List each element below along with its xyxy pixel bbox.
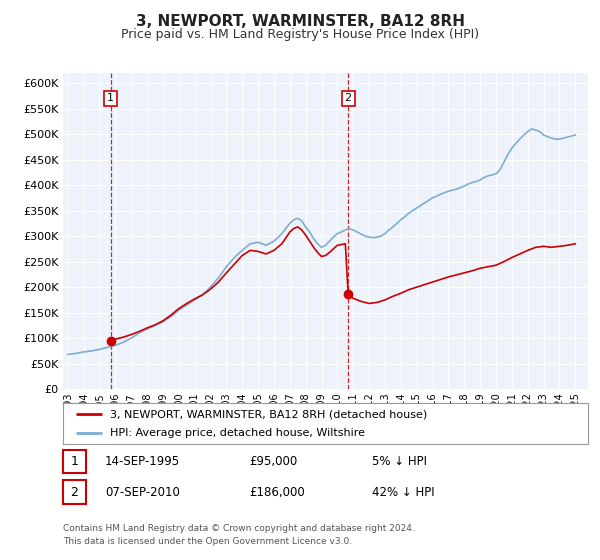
Text: 3, NEWPORT, WARMINSTER, BA12 8RH (detached house): 3, NEWPORT, WARMINSTER, BA12 8RH (detach… (110, 409, 427, 419)
Text: £95,000: £95,000 (249, 455, 297, 468)
Text: 3, NEWPORT, WARMINSTER, BA12 8RH: 3, NEWPORT, WARMINSTER, BA12 8RH (136, 14, 464, 29)
Text: Price paid vs. HM Land Registry's House Price Index (HPI): Price paid vs. HM Land Registry's House … (121, 28, 479, 41)
Text: HPI: Average price, detached house, Wiltshire: HPI: Average price, detached house, Wilt… (110, 428, 365, 438)
Text: £186,000: £186,000 (249, 486, 305, 499)
Text: 5% ↓ HPI: 5% ↓ HPI (372, 455, 427, 468)
Text: This data is licensed under the Open Government Licence v3.0.: This data is licensed under the Open Gov… (63, 537, 352, 546)
Text: 07-SEP-2010: 07-SEP-2010 (105, 486, 180, 499)
Text: 1: 1 (107, 94, 114, 103)
Text: 2: 2 (70, 486, 79, 499)
Text: 14-SEP-1995: 14-SEP-1995 (105, 455, 180, 468)
Text: 2: 2 (344, 94, 352, 103)
Text: 1: 1 (70, 455, 79, 468)
Text: 42% ↓ HPI: 42% ↓ HPI (372, 486, 434, 499)
Text: Contains HM Land Registry data © Crown copyright and database right 2024.: Contains HM Land Registry data © Crown c… (63, 524, 415, 533)
